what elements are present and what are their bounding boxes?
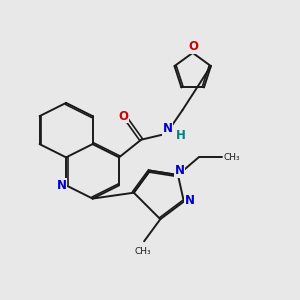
Text: N: N: [174, 164, 184, 177]
Text: CH₃: CH₃: [134, 247, 151, 256]
Text: H: H: [176, 129, 185, 142]
Text: N: N: [185, 194, 195, 207]
Text: O: O: [188, 40, 198, 53]
Text: N: N: [163, 122, 173, 135]
Text: O: O: [118, 110, 128, 123]
Text: N: N: [57, 179, 67, 192]
Text: CH₃: CH₃: [224, 153, 240, 162]
